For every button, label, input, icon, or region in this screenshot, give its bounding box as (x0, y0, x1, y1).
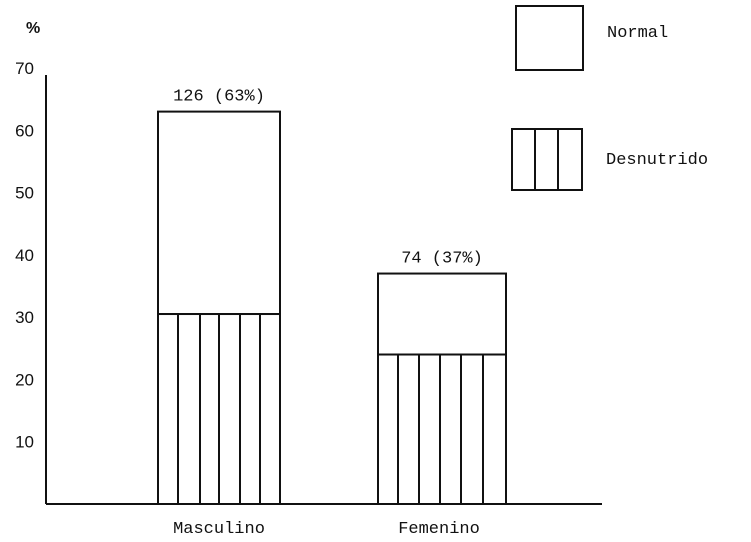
bar-normal-masculino (157, 110, 281, 316)
bar-normal-femenino (377, 272, 507, 356)
y-tick-label: 50 (15, 184, 34, 203)
legend: Normal Desnutrido (511, 5, 708, 191)
y-ticks: 10 20 30 40 50 60 70 (15, 59, 34, 452)
y-tick-label: 20 (15, 370, 34, 389)
category-label-masculino: Masculino (173, 520, 265, 539)
legend-label-normal: Normal (607, 24, 668, 43)
y-tick-label: 30 (15, 308, 34, 327)
y-tick-label: 60 (15, 121, 34, 140)
category-label-femenino: Femenino (398, 520, 480, 539)
bars (157, 110, 507, 505)
bar-desnutrido-femenino (377, 353, 507, 505)
legend-swatch-desnutrido (511, 128, 583, 191)
y-tick-label: 10 (15, 433, 34, 452)
bar-label-masculino: 126 (63%) (173, 88, 265, 107)
legend-item-normal: Normal (515, 5, 668, 71)
bar-label-femenino: 74 (37%) (401, 250, 483, 269)
legend-item-desnutrido: Desnutrido (511, 128, 708, 191)
bar-labels: 126 (63%) 74 (37%) (173, 88, 483, 269)
y-tick-label: 70 (15, 59, 34, 78)
y-tick-label: 40 (15, 246, 34, 265)
legend-swatch-normal (515, 5, 584, 71)
legend-label-desnutrido: Desnutrido (606, 151, 708, 170)
category-labels: Masculino Femenino (173, 520, 480, 539)
y-axis-unit: % (26, 20, 40, 37)
